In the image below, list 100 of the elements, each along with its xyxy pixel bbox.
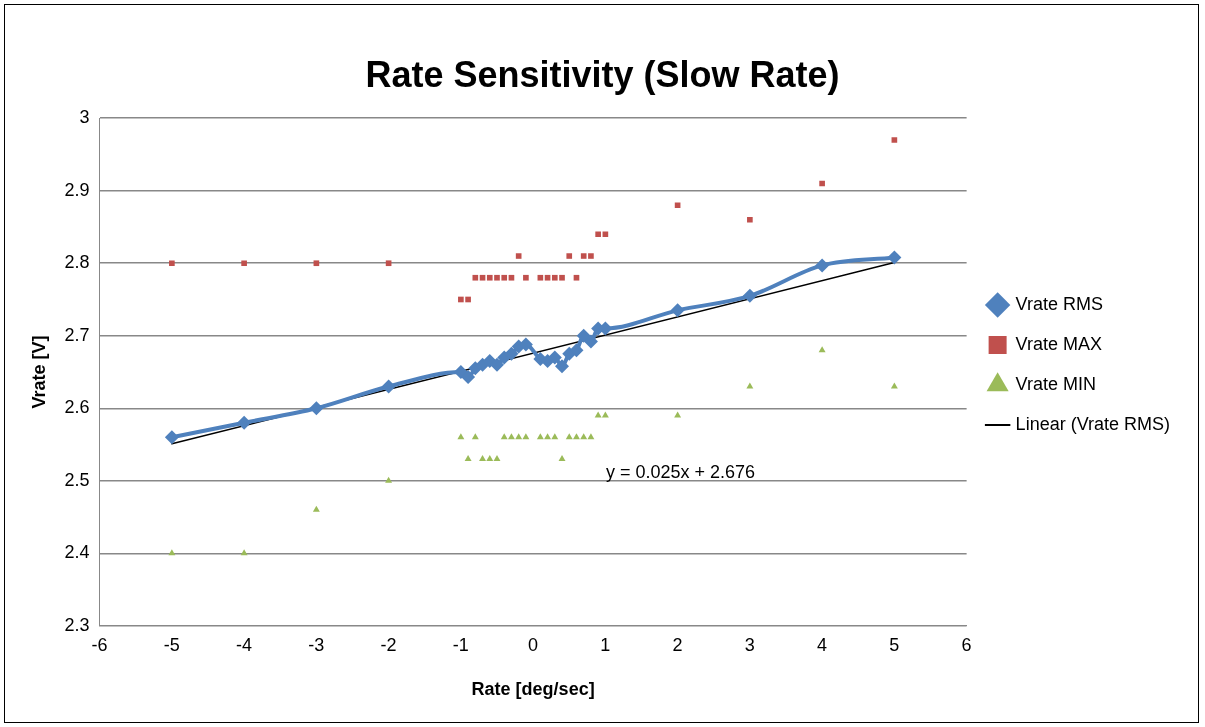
point xyxy=(602,231,609,238)
y-tick-label: 2.4 xyxy=(64,542,90,563)
point xyxy=(573,274,580,281)
point xyxy=(544,433,552,440)
point xyxy=(479,274,486,281)
point xyxy=(537,274,544,281)
point xyxy=(595,231,601,238)
x-tick-label: -2 xyxy=(380,634,397,655)
point xyxy=(169,260,175,267)
point xyxy=(164,430,179,445)
point xyxy=(464,455,472,462)
y-tick-label: 2.3 xyxy=(64,614,90,635)
annotation: y = 0.025x + 2.676 xyxy=(605,462,756,483)
point xyxy=(522,433,530,440)
point xyxy=(486,274,493,281)
point xyxy=(747,216,753,223)
point xyxy=(674,202,681,209)
point xyxy=(547,350,562,365)
x-tick-label: -5 xyxy=(163,634,180,655)
point xyxy=(594,411,602,418)
point xyxy=(536,433,544,440)
point xyxy=(515,433,523,440)
x-tick-label: -1 xyxy=(452,634,469,655)
y-tick-label: 2.5 xyxy=(64,469,90,490)
point xyxy=(569,343,584,358)
point xyxy=(566,253,573,259)
point xyxy=(887,250,902,265)
point xyxy=(551,274,558,281)
legend-label: Vrate MAX xyxy=(1015,333,1102,354)
x-tick-label: 2 xyxy=(672,634,683,655)
point xyxy=(523,274,529,281)
legend-label: Vrate RMS xyxy=(1015,293,1103,314)
x-tick-label: 6 xyxy=(961,634,972,655)
point xyxy=(168,549,176,556)
point xyxy=(457,433,465,440)
point xyxy=(385,260,392,267)
point xyxy=(742,288,757,303)
point xyxy=(490,357,504,372)
point xyxy=(240,549,248,556)
x-axis-title: Rate [deg/sec] xyxy=(471,679,595,700)
point xyxy=(493,455,501,462)
point xyxy=(558,455,566,462)
point xyxy=(819,180,825,187)
point xyxy=(479,455,487,462)
y-tick-label: 2.8 xyxy=(64,252,90,273)
x-tick-label: 5 xyxy=(889,634,900,655)
point xyxy=(471,433,479,440)
point xyxy=(515,253,522,259)
point xyxy=(588,253,594,259)
point xyxy=(458,296,464,303)
point xyxy=(670,303,685,318)
x-tick-label: 1 xyxy=(600,634,611,655)
legend-label: Linear (Vrate RMS) xyxy=(1015,413,1171,434)
y-tick-label: 2.9 xyxy=(64,179,90,200)
point xyxy=(501,274,508,281)
y-tick-label: 2.6 xyxy=(64,397,90,418)
point xyxy=(472,274,479,281)
point xyxy=(580,433,588,440)
point xyxy=(576,328,591,343)
point xyxy=(494,274,500,281)
point xyxy=(555,359,570,374)
point xyxy=(551,433,559,440)
point xyxy=(815,258,830,273)
point xyxy=(508,274,515,281)
point xyxy=(312,505,320,512)
point xyxy=(587,433,595,440)
y-tick-label: 3 xyxy=(79,107,90,128)
point xyxy=(601,411,609,418)
y-tick-label: 2.7 xyxy=(64,324,90,345)
point xyxy=(313,260,320,267)
point xyxy=(500,433,508,440)
point xyxy=(241,260,247,267)
point xyxy=(544,274,551,281)
point xyxy=(559,274,565,281)
legend-label: Vrate MIN xyxy=(1015,373,1096,394)
point xyxy=(381,379,396,394)
point xyxy=(818,346,826,353)
point xyxy=(486,455,494,462)
point xyxy=(890,382,898,389)
chart-title: Rate Sensitivity (Slow Rate) xyxy=(365,53,840,95)
x-tick-label: -6 xyxy=(91,634,108,655)
point xyxy=(453,365,468,379)
point xyxy=(465,296,471,303)
point xyxy=(746,382,754,389)
x-tick-label: 3 xyxy=(744,634,755,655)
point xyxy=(565,433,573,440)
point xyxy=(237,415,252,430)
x-tick-label: -4 xyxy=(236,634,253,655)
point xyxy=(891,137,898,143)
point xyxy=(504,346,519,361)
point xyxy=(507,433,515,440)
point xyxy=(461,370,476,385)
point xyxy=(583,334,598,349)
point xyxy=(573,433,580,440)
x-tick-label: -3 xyxy=(308,634,325,655)
x-tick-label: 0 xyxy=(528,634,539,655)
point xyxy=(385,476,393,483)
x-tick-label: 4 xyxy=(817,634,828,655)
point xyxy=(674,411,682,418)
point xyxy=(309,401,324,416)
